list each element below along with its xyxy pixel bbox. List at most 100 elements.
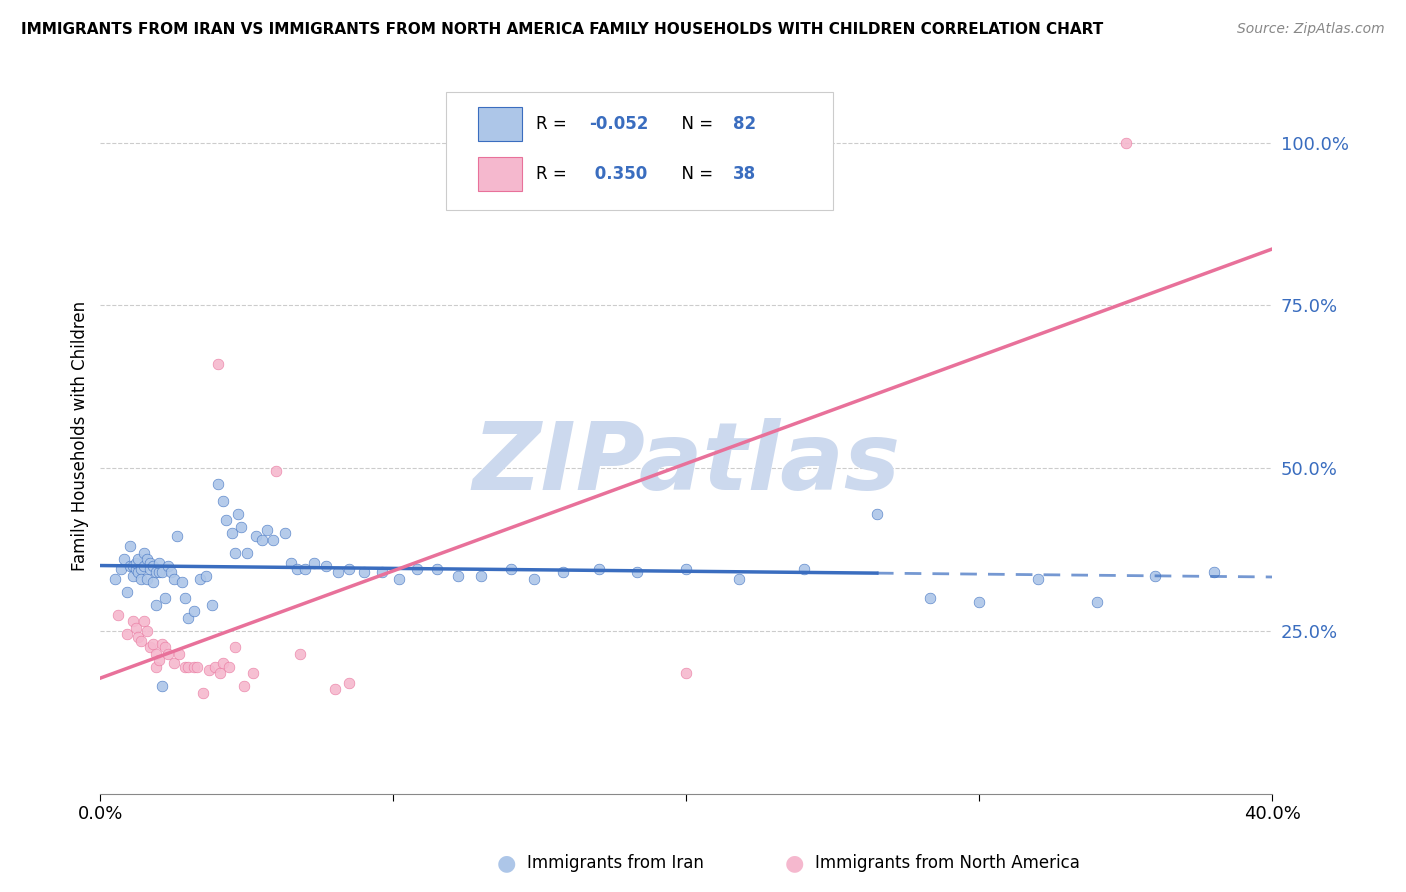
- Point: [323, 682, 346, 697]
- Point: [969, 594, 991, 608]
- Point: [159, 566, 181, 580]
- Point: [221, 526, 243, 541]
- Point: [145, 598, 167, 612]
- Point: [274, 526, 297, 541]
- Point: [191, 686, 214, 700]
- Point: [177, 659, 200, 673]
- Text: ●: ●: [496, 854, 516, 873]
- Point: [142, 637, 165, 651]
- Point: [148, 556, 170, 570]
- FancyBboxPatch shape: [478, 157, 522, 191]
- Point: [588, 562, 610, 576]
- Point: [148, 653, 170, 667]
- Point: [153, 640, 176, 655]
- Point: [186, 659, 208, 673]
- Point: [145, 647, 167, 661]
- Point: [212, 493, 235, 508]
- Point: [153, 591, 176, 606]
- Point: [339, 562, 361, 576]
- Point: [245, 529, 267, 543]
- Text: ●: ●: [785, 854, 804, 873]
- Point: [142, 575, 165, 590]
- Point: [162, 657, 184, 671]
- Point: [209, 666, 232, 681]
- Point: [242, 666, 264, 681]
- Point: [1202, 566, 1225, 580]
- Text: R =: R =: [536, 165, 572, 183]
- Point: [134, 614, 156, 628]
- Point: [215, 513, 238, 527]
- Text: N =: N =: [671, 165, 718, 183]
- Point: [294, 562, 316, 576]
- Point: [470, 568, 492, 582]
- Point: [218, 659, 240, 673]
- Point: [353, 566, 375, 580]
- Point: [226, 507, 249, 521]
- Point: [174, 659, 197, 673]
- Point: [370, 566, 392, 580]
- Point: [112, 552, 135, 566]
- Point: [204, 659, 226, 673]
- Point: [115, 584, 138, 599]
- Point: [139, 640, 162, 655]
- Point: [194, 568, 217, 582]
- Point: [405, 562, 427, 576]
- Point: [304, 556, 326, 570]
- Point: [136, 552, 159, 566]
- Point: [553, 566, 575, 580]
- Point: [148, 566, 170, 580]
- Point: [793, 562, 815, 576]
- Text: -0.052: -0.052: [589, 115, 648, 133]
- Point: [115, 627, 138, 641]
- Point: [124, 562, 146, 576]
- Point: [150, 637, 173, 651]
- Text: 38: 38: [734, 165, 756, 183]
- Point: [280, 556, 302, 570]
- Text: N =: N =: [671, 115, 718, 133]
- Point: [224, 546, 246, 560]
- Point: [626, 566, 648, 580]
- Point: [118, 558, 141, 573]
- Point: [207, 477, 229, 491]
- Point: [262, 533, 284, 547]
- Point: [675, 562, 697, 576]
- Text: 0.350: 0.350: [589, 165, 647, 183]
- Point: [121, 614, 143, 628]
- Point: [118, 539, 141, 553]
- Point: [1115, 136, 1137, 150]
- Point: [388, 572, 411, 586]
- Point: [150, 679, 173, 693]
- Text: Source: ZipAtlas.com: Source: ZipAtlas.com: [1237, 22, 1385, 37]
- Text: R =: R =: [536, 115, 572, 133]
- Point: [918, 591, 941, 606]
- Point: [131, 572, 153, 586]
- Point: [264, 464, 287, 478]
- Point: [131, 633, 153, 648]
- Point: [139, 556, 162, 570]
- Point: [136, 624, 159, 638]
- Point: [136, 572, 159, 586]
- Point: [523, 572, 546, 586]
- Point: [197, 663, 219, 677]
- Point: [162, 572, 184, 586]
- Point: [188, 572, 211, 586]
- Point: [232, 679, 254, 693]
- Point: [229, 519, 252, 533]
- FancyBboxPatch shape: [478, 107, 522, 141]
- Point: [285, 562, 308, 576]
- Point: [134, 546, 156, 560]
- Point: [156, 558, 179, 573]
- Point: [124, 556, 146, 570]
- Text: Immigrants from North America: Immigrants from North America: [815, 855, 1080, 872]
- Point: [288, 647, 311, 661]
- Point: [150, 566, 173, 580]
- Point: [183, 604, 205, 618]
- Point: [156, 647, 179, 661]
- Point: [866, 507, 889, 521]
- Point: [121, 568, 143, 582]
- Point: [207, 357, 229, 371]
- Point: [499, 562, 522, 576]
- Point: [139, 562, 162, 576]
- Point: [172, 575, 194, 590]
- Point: [169, 647, 191, 661]
